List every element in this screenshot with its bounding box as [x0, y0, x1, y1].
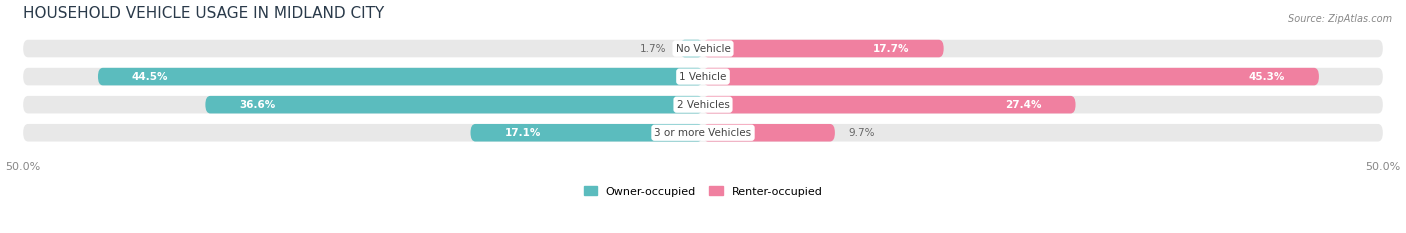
Text: 1.7%: 1.7%	[640, 44, 666, 54]
Text: 2 Vehicles: 2 Vehicles	[676, 100, 730, 110]
Text: 45.3%: 45.3%	[1249, 72, 1285, 82]
FancyBboxPatch shape	[681, 40, 703, 57]
FancyBboxPatch shape	[471, 124, 703, 141]
Text: 17.7%: 17.7%	[873, 44, 910, 54]
Text: 3 or more Vehicles: 3 or more Vehicles	[654, 128, 752, 138]
FancyBboxPatch shape	[703, 124, 835, 141]
Text: 44.5%: 44.5%	[132, 72, 169, 82]
Text: No Vehicle: No Vehicle	[675, 44, 731, 54]
FancyBboxPatch shape	[98, 68, 703, 85]
Text: HOUSEHOLD VEHICLE USAGE IN MIDLAND CITY: HOUSEHOLD VEHICLE USAGE IN MIDLAND CITY	[22, 6, 384, 21]
FancyBboxPatch shape	[22, 40, 1384, 57]
FancyBboxPatch shape	[703, 68, 1319, 85]
Legend: Owner-occupied, Renter-occupied: Owner-occupied, Renter-occupied	[579, 182, 827, 201]
Text: 27.4%: 27.4%	[1005, 100, 1042, 110]
FancyBboxPatch shape	[22, 68, 1384, 85]
FancyBboxPatch shape	[22, 96, 1384, 113]
Text: 17.1%: 17.1%	[505, 128, 541, 138]
FancyBboxPatch shape	[703, 40, 943, 57]
Text: Source: ZipAtlas.com: Source: ZipAtlas.com	[1288, 14, 1392, 24]
FancyBboxPatch shape	[205, 96, 703, 113]
FancyBboxPatch shape	[703, 96, 1076, 113]
FancyBboxPatch shape	[22, 124, 1384, 141]
Text: 36.6%: 36.6%	[239, 100, 276, 110]
Text: 9.7%: 9.7%	[848, 128, 875, 138]
Text: 1 Vehicle: 1 Vehicle	[679, 72, 727, 82]
